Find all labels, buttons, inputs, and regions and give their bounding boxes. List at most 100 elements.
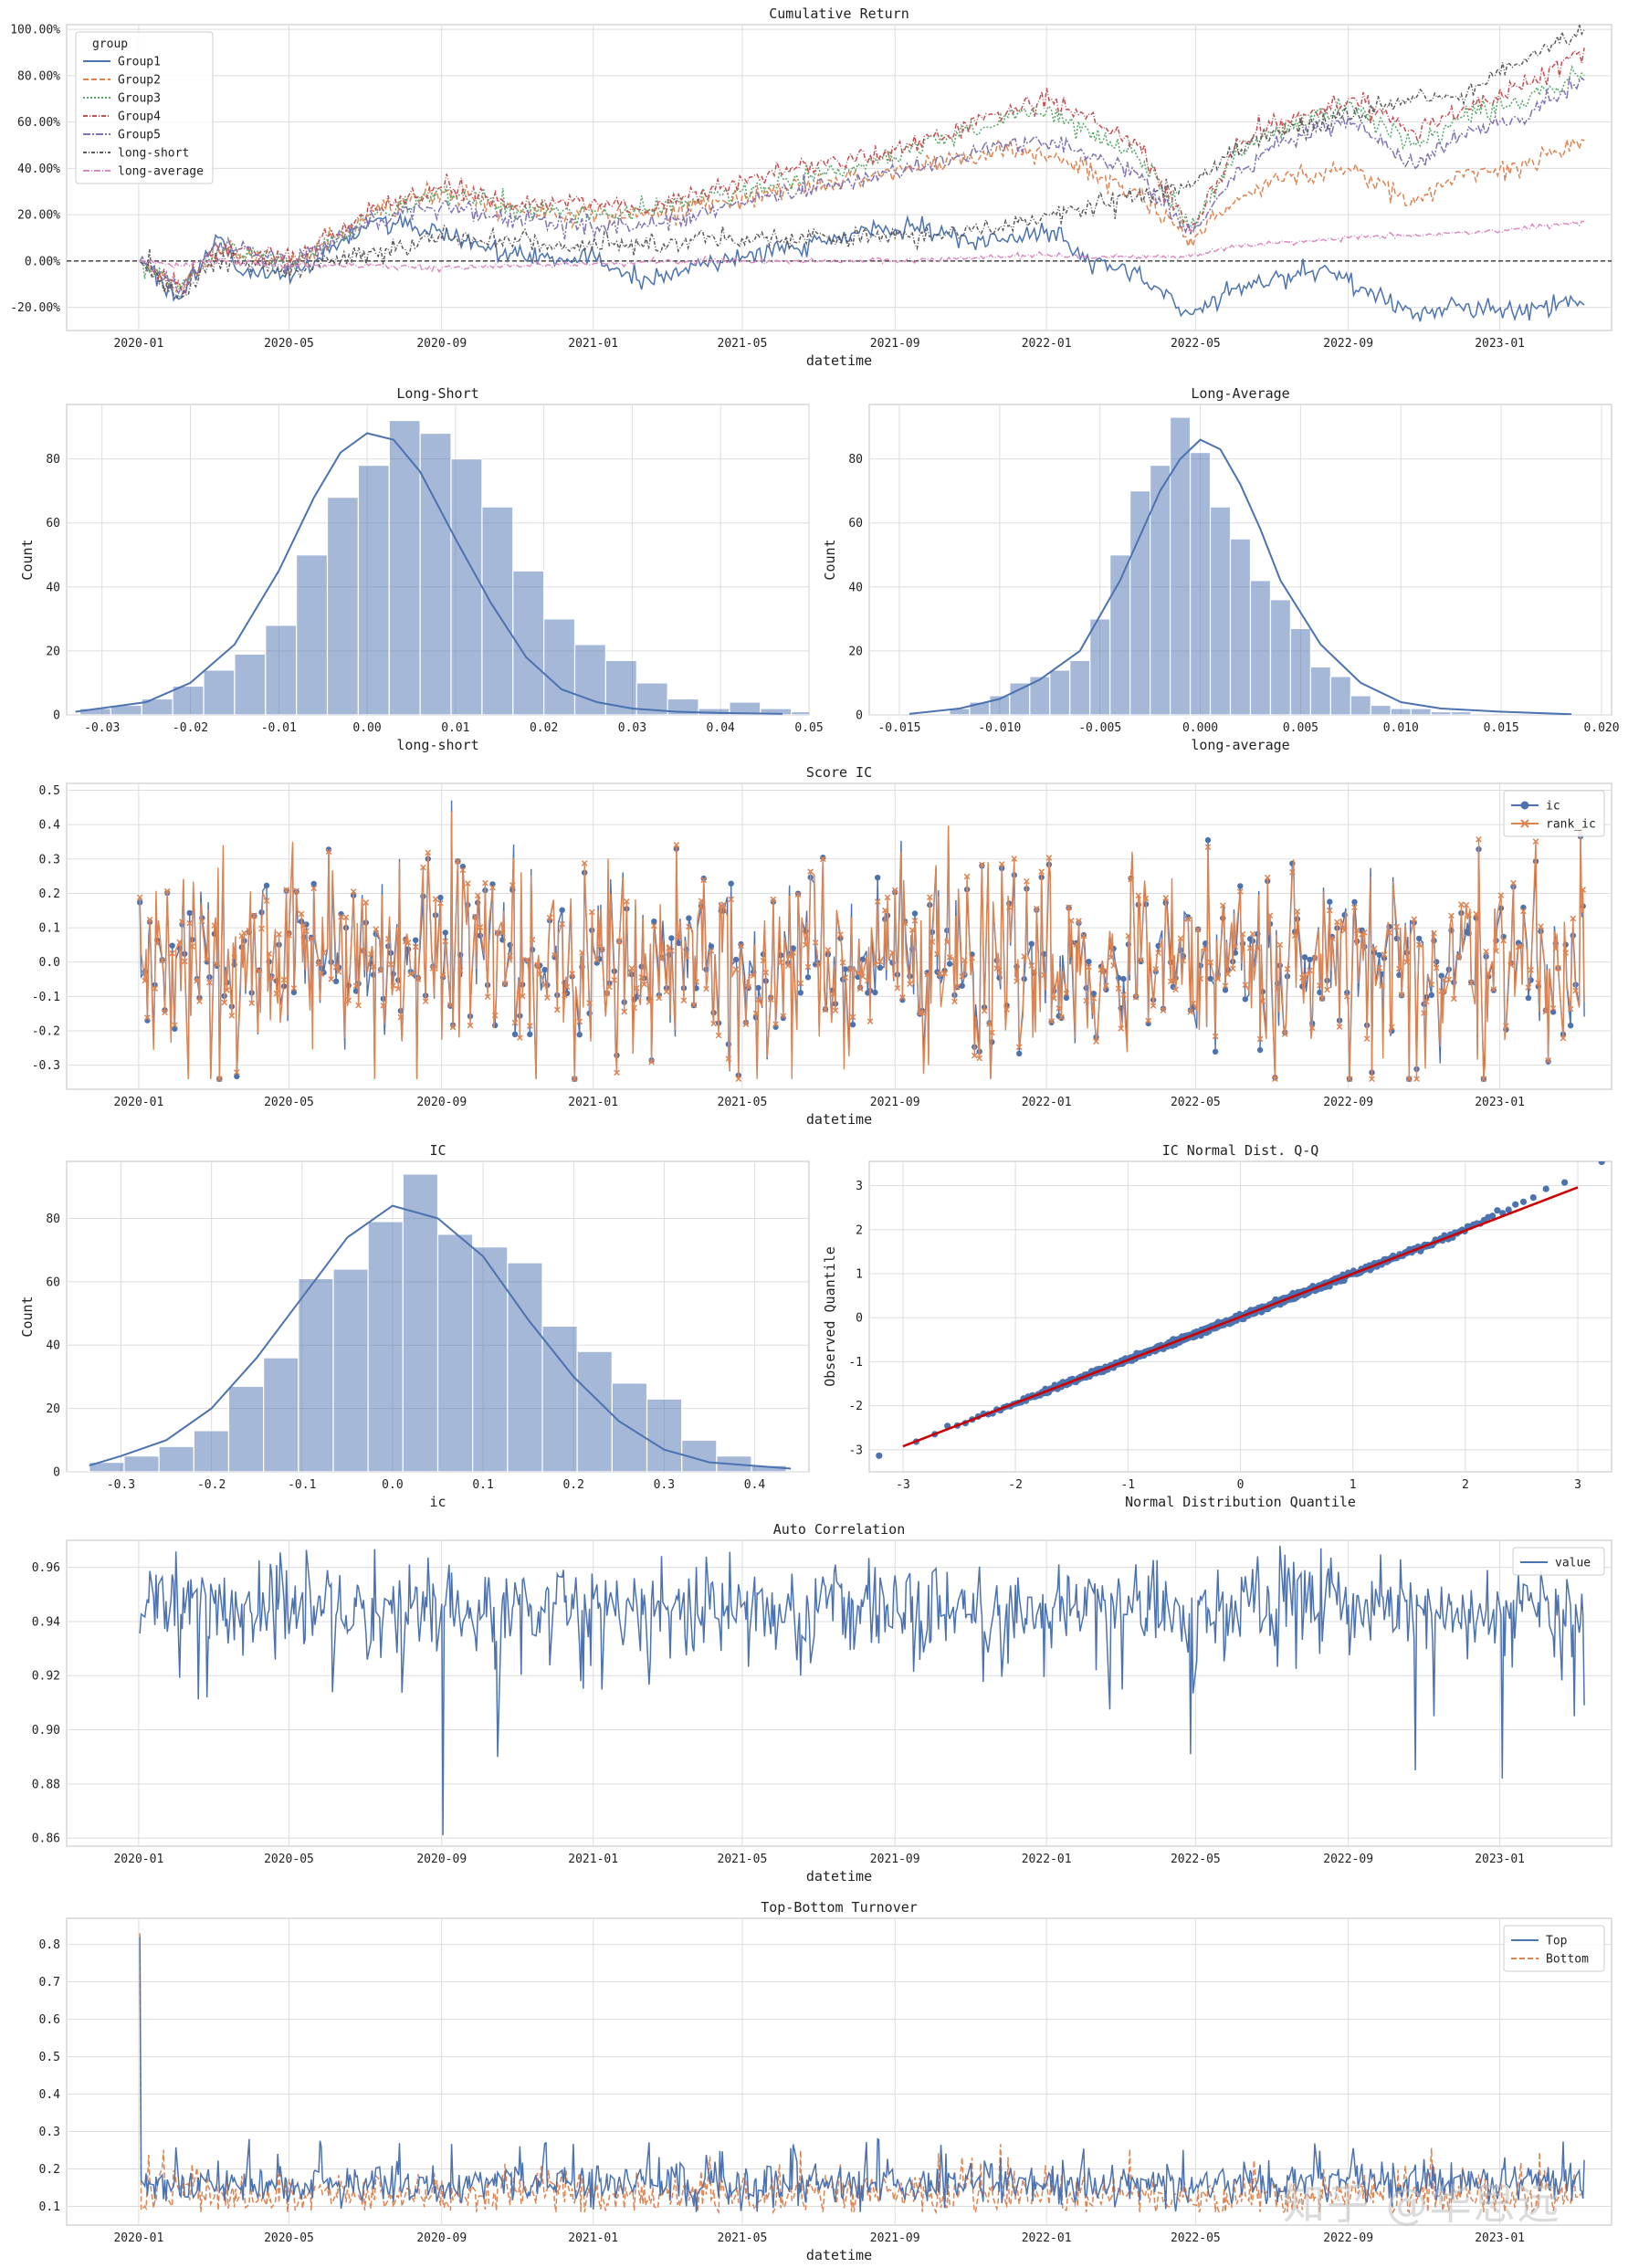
rank-ic-point — [777, 959, 784, 966]
hist_la-xtick-label: -0.010 — [978, 721, 1021, 735]
rank-ic-point — [683, 952, 690, 959]
rank-ic-point — [233, 1069, 240, 1076]
rank-ic-point — [1560, 1034, 1567, 1042]
rank-ic-point — [690, 1002, 698, 1009]
rank-ic-point — [362, 899, 370, 906]
rank-ic-point — [926, 894, 933, 900]
rank-ic-point — [1500, 937, 1507, 944]
ic-point — [797, 990, 803, 996]
ic-point — [559, 907, 565, 913]
rank-ic-point — [310, 885, 318, 892]
rank-ic-point — [819, 856, 826, 863]
rank-ic-point — [924, 971, 930, 978]
rank-ic-point — [1294, 908, 1301, 915]
rank-ic-point — [332, 963, 340, 971]
rank-ic-point — [1160, 1007, 1167, 1013]
rank-ic-point — [387, 961, 394, 968]
rank-ic-point — [415, 976, 422, 982]
rank-ic-point — [162, 1009, 168, 1016]
turnover-ytick-label: 0.6 — [39, 2013, 60, 2027]
cum-xlabel: datetime — [806, 352, 872, 369]
rank-ic-point — [404, 939, 412, 946]
ic-point — [492, 1022, 499, 1029]
rank-ic-point — [663, 988, 670, 995]
rank-ic-point — [1351, 904, 1358, 911]
rank-ic-point — [1150, 1003, 1157, 1009]
ic-point — [1525, 994, 1532, 1002]
rank-ic-point — [1329, 935, 1336, 942]
rank-ic-point — [581, 860, 588, 866]
hist_la-ytick-label: 0 — [856, 709, 863, 723]
rank-ic-point — [1473, 910, 1480, 918]
rank-ic-point — [189, 943, 195, 950]
hist_ls-xtick-label: 0.02 — [530, 721, 558, 735]
turnover-xtick-label: 2022-01 — [1022, 2231, 1072, 2245]
rank-ic-point — [1142, 895, 1150, 902]
rank-ic-point — [377, 967, 384, 974]
rank-ic-point — [633, 984, 640, 992]
ic-point — [352, 988, 360, 994]
hist_ls-bar — [823, 711, 854, 715]
rank-ic-point — [1100, 968, 1108, 975]
hist_la-xtick-label: 0.005 — [1283, 721, 1318, 735]
rank-ic-point — [911, 917, 919, 924]
autocorr-panel: Auto Correlation datetime 0.86 0.88 0.90 0.92… — [32, 1521, 1612, 1885]
rank-ic-point — [1212, 1033, 1219, 1040]
rank-ic-point — [198, 918, 205, 925]
qq-xlabel: Normal Distribution Quantile — [1125, 1494, 1356, 1510]
rank-ic-point — [541, 982, 548, 988]
hist_la-kde-line — [909, 438, 1572, 715]
hist_ls-bar — [543, 618, 576, 715]
ic-point — [872, 989, 878, 996]
hist_ic-bar — [507, 1262, 543, 1472]
cum-xtick-label: 2020-05 — [264, 337, 314, 351]
cum-series-group2 — [140, 137, 1585, 294]
rank-ic-point — [1152, 966, 1160, 972]
rank-ic-point — [186, 919, 194, 927]
rank-ic-point — [1388, 1024, 1395, 1031]
rank-ic-point — [1431, 929, 1437, 937]
rank-ic-point — [298, 910, 305, 918]
rank-ic-point — [767, 996, 774, 1003]
turnover-xtick-label: 2022-09 — [1323, 2231, 1373, 2245]
rank-ic-point — [420, 864, 426, 871]
rank-ic-point — [981, 1007, 988, 1014]
hist_ls-xtick-label: 0.04 — [707, 721, 735, 735]
rank-ic-point — [293, 887, 299, 895]
qq-point — [1494, 1207, 1501, 1214]
rank-ic-point — [579, 950, 585, 956]
rank-ic-point — [1542, 1008, 1549, 1015]
score_ic-ytick-label: 0.4 — [39, 819, 61, 833]
rank-ic-point — [1145, 1017, 1152, 1024]
cum-ytick-label: 40.00% — [17, 163, 60, 176]
hist_ls-bar — [296, 554, 329, 715]
rank-ic-point — [1184, 916, 1192, 922]
rank-ic-point — [472, 913, 478, 920]
turnover-xtick-label: 2022-05 — [1171, 2231, 1221, 2245]
autocorr-xlabel: datetime — [806, 1868, 872, 1885]
rank-ic-point — [856, 985, 864, 992]
rank-ic-point — [1503, 1023, 1509, 1030]
rank-ic-point — [891, 887, 898, 894]
rank-ic-point — [1011, 856, 1018, 862]
hist_ic-xlabel: ic — [429, 1494, 446, 1510]
ic-point — [1428, 992, 1435, 999]
ic-point — [946, 961, 953, 967]
qq-ytick-label: 1 — [856, 1267, 863, 1281]
cum-plot-area — [66, 24, 1612, 331]
rank-ic-point — [839, 959, 846, 966]
ic-point — [413, 937, 419, 943]
ic-point — [820, 855, 826, 861]
score_ic-xtick-label: 2022-01 — [1022, 1096, 1072, 1109]
hist_ic-xtick-label: -0.2 — [197, 1478, 226, 1492]
ic-point — [1048, 1019, 1055, 1026]
rank-ic-point — [804, 963, 812, 971]
hist_la-bar — [1410, 708, 1432, 715]
rank-ic-point — [335, 968, 342, 975]
ic-point — [842, 966, 848, 972]
hist_ic-bar — [576, 1350, 613, 1472]
hist_ls-bar — [326, 497, 359, 715]
rank-ic-point — [1353, 927, 1360, 934]
cum-xtick-label: 2021-01 — [568, 337, 618, 351]
rank-ic-point — [946, 954, 953, 961]
